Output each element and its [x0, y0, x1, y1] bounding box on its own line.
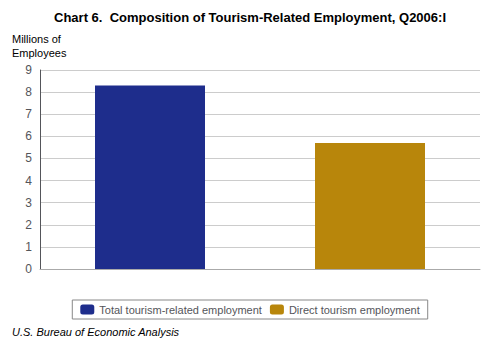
svg-text:4: 4 [25, 174, 32, 188]
svg-text:1: 1 [25, 240, 32, 254]
svg-text:Millions of: Millions of [12, 33, 62, 45]
svg-text:U.S. Bureau of Economic Analys: U.S. Bureau of Economic Analysis [12, 326, 180, 338]
svg-text:3: 3 [25, 196, 32, 210]
svg-text:Chart 6. Composition of Touri: Chart 6. Composition of Tourism-Related … [54, 10, 446, 25]
svg-text:0: 0 [25, 262, 32, 276]
svg-text:2: 2 [25, 218, 32, 232]
svg-text:5: 5 [25, 151, 32, 165]
svg-text:6: 6 [25, 129, 32, 143]
svg-text:9: 9 [25, 63, 32, 77]
svg-text:Direct tourism employment: Direct tourism employment [289, 304, 420, 316]
svg-text:Total tourism-related employme: Total tourism-related employment [99, 304, 262, 316]
svg-text:7: 7 [25, 107, 32, 121]
svg-text:8: 8 [25, 85, 32, 99]
svg-text:Employees: Employees [12, 47, 67, 59]
